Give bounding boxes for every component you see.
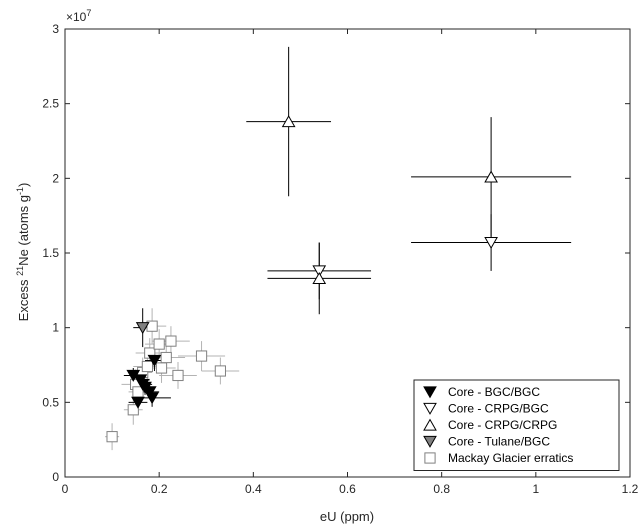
- y-exponent-power: 7: [86, 8, 91, 18]
- y-tick-label: 2: [52, 171, 59, 185]
- legend-label: Core - CRPG/CRPG: [448, 418, 557, 432]
- data-point-marker: [153, 338, 165, 350]
- data-point-marker: [423, 402, 437, 415]
- y-axis-exponent: ×107: [66, 8, 91, 24]
- legend-label: Mackay Glacier erratics: [448, 451, 573, 465]
- markers-layer: [106, 115, 498, 443]
- data-point-marker: [172, 369, 184, 382]
- legend-label: Core - BGC/BGC: [448, 385, 540, 399]
- y-tick-label: 3: [52, 22, 59, 36]
- y-tick-label: 2.5: [42, 97, 59, 111]
- data-point-marker: [145, 392, 159, 405]
- data-point-marker: [214, 365, 226, 377]
- data-point-marker: [147, 354, 162, 367]
- legend-item: Core - CRPG/CRPG: [423, 418, 557, 432]
- y-tick-label: 1: [52, 321, 59, 335]
- y-label-sup2: -1: [15, 187, 25, 195]
- data-point-marker: [484, 170, 498, 183]
- data-point-marker: [135, 322, 150, 335]
- data-point-marker: [142, 386, 157, 399]
- x-tick-label: 1: [532, 482, 539, 496]
- x-tick-label: 0.6: [339, 482, 356, 496]
- x-tick-label: 0: [62, 482, 69, 496]
- legend-box: [413, 379, 620, 471]
- x-tick-label: 0.2: [151, 482, 168, 496]
- legend-item: Core - CRPG/BGC: [423, 402, 549, 416]
- y-label-sup1: 21: [15, 266, 25, 276]
- legend-item: Core - BGC/BGC: [423, 385, 540, 399]
- data-point-marker: [423, 418, 437, 431]
- data-point-marker: [127, 404, 139, 416]
- data-point-marker: [195, 350, 208, 362]
- legend-label: Core - Tulane/BGC: [448, 435, 550, 449]
- data-point-marker: [424, 452, 436, 464]
- data-point-marker: [131, 396, 145, 409]
- data-point-marker: [141, 360, 153, 373]
- y-tick-label: 1.5: [42, 246, 59, 260]
- data-point-marker: [165, 335, 177, 347]
- ticks-layer: 0 0.2 0.4 0.6 0.8 1 1.2 0 0.5 1 1.5 2 2.5 3: [42, 22, 638, 496]
- data-point-marker: [423, 386, 437, 399]
- data-point-marker: [484, 236, 498, 249]
- data-point-marker: [160, 351, 172, 364]
- y-label-prefix: Excess: [16, 276, 31, 322]
- y-axis-label: Excess 21Ne (atoms g-1): [15, 183, 31, 322]
- data-point-marker: [312, 265, 327, 278]
- y-tick-label: 0.5: [42, 395, 59, 409]
- y-label-mid: Ne (atoms g: [16, 195, 31, 266]
- x-tick-label: 0.4: [245, 482, 262, 496]
- x-tick-label: 1.2: [622, 482, 639, 496]
- legend: Core - BGC/BGC Core - CRPG/BGC Core - CRPG…: [413, 379, 620, 471]
- data-point-marker: [423, 435, 437, 448]
- y-tick-label: 0: [52, 470, 59, 484]
- legend-item: Core - Tulane/BGC: [423, 435, 550, 449]
- data-point-marker: [155, 362, 168, 374]
- data-point-marker: [281, 115, 296, 128]
- legend-item: Mackay Glacier erratics: [424, 451, 573, 465]
- y-exponent-base: ×10: [66, 10, 87, 24]
- data-point-marker: [312, 271, 327, 284]
- x-tick-label: 0.8: [433, 482, 450, 496]
- legend-label: Core - CRPG/BGC: [448, 402, 549, 416]
- y-label-suffix: ): [16, 183, 31, 187]
- x-axis-label: eU (ppm): [320, 509, 374, 524]
- data-point-marker: [106, 431, 118, 443]
